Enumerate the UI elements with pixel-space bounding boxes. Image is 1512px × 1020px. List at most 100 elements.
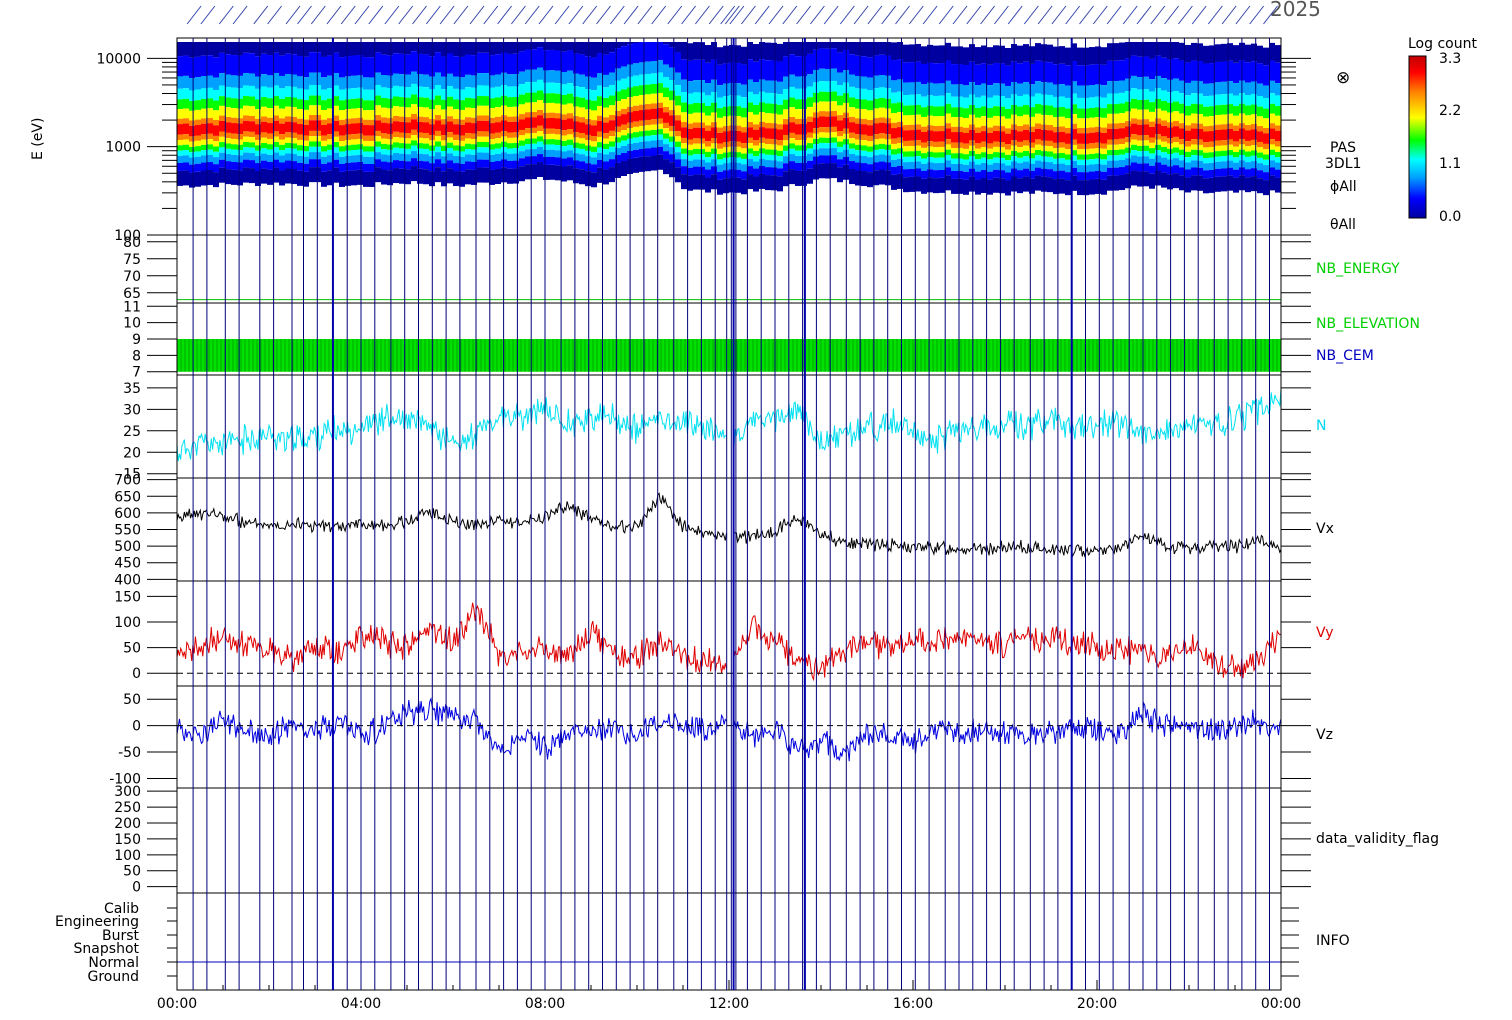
spectrogram-cell (357, 108, 363, 118)
spectrogram-cell (303, 171, 309, 187)
spectrogram-cell (609, 114, 615, 121)
y-tick-label: 100 (114, 228, 141, 244)
label-nb-elevation: NB_ELEVATION (1316, 316, 1420, 332)
spectrogram-cell (183, 118, 189, 124)
spectrogram-cell (297, 42, 303, 57)
spectrogram-cell (345, 56, 351, 77)
spectrogram-cell (195, 89, 201, 101)
spectrogram-cell (1029, 63, 1035, 85)
spectrogram-cell (399, 42, 405, 54)
spectrogram-cell (831, 126, 837, 133)
spectrogram-cell (915, 161, 921, 169)
spectrogram-cell (603, 133, 609, 139)
spectrogram-cell (957, 96, 963, 108)
spectrogram-cell (1065, 172, 1071, 181)
spectrogram-cell (867, 90, 873, 101)
spectrogram-cell (915, 114, 921, 125)
spectrogram-cell (225, 86, 231, 98)
y-tick-label: 50 (123, 641, 141, 657)
event-marker-tick (667, 5, 683, 25)
spectrogram-cell (861, 171, 867, 187)
spectrogram-cell (921, 96, 927, 108)
spectrogram-cell (573, 137, 579, 143)
spectrogram-cell (633, 105, 639, 112)
spectrogram-cell (1137, 145, 1143, 152)
spectrogram-cell (819, 111, 825, 117)
spectrogram-cell (1113, 139, 1119, 145)
spectrogram-cell (1143, 171, 1149, 187)
spectrogram-cell (981, 106, 987, 117)
spectrogram-cell (579, 148, 585, 155)
spectrogram-cell (1173, 173, 1179, 189)
spectrogram-cell (993, 141, 999, 147)
spectrogram-cell (933, 163, 939, 171)
spectrogram-cell (585, 88, 591, 100)
spectrogram-cell (1047, 177, 1053, 193)
event-marker-tick (720, 5, 736, 25)
spectrogram-cell (1203, 152, 1209, 158)
event-marker-tick (867, 5, 883, 25)
spectrogram-cell (387, 75, 393, 89)
spectrogram-cell (423, 42, 429, 55)
spectrogram-cell (1233, 130, 1239, 142)
spectrogram-cell (345, 145, 351, 151)
spectrogram-cell (423, 74, 429, 88)
spectrogram-cell (465, 117, 471, 123)
spectrogram-cell (1119, 128, 1125, 139)
spectrogram-cell (1215, 176, 1221, 192)
spectrogram-cell (309, 159, 315, 168)
spectrogram-cell (399, 168, 405, 184)
spectrogram-cell (585, 134, 591, 141)
spectrogram-cell (717, 97, 723, 109)
spectrogram-cell (1131, 150, 1137, 156)
spectrogram-cell (1251, 155, 1257, 162)
event-marker-tick (453, 5, 469, 25)
spectrogram-cell (201, 134, 207, 140)
spectrogram-cell (837, 85, 843, 96)
spectrogram-cell (825, 48, 831, 69)
spectrogram-cell (1107, 60, 1113, 82)
spectrogram-cell (309, 95, 315, 106)
spectrogram-cell (675, 95, 681, 106)
spectrogram-cell (519, 145, 525, 152)
spectrogram-cell (219, 131, 225, 137)
spectrogram-cell (1275, 146, 1281, 152)
y-tick-label: -100 (109, 771, 141, 787)
spectrogram-cell (357, 117, 363, 124)
spectrogram-cell (525, 117, 531, 129)
event-marker-tick (741, 5, 756, 25)
spectrogram-cell (345, 124, 351, 135)
spectrogram-cell (909, 145, 915, 152)
spectrogram-cell (735, 152, 741, 158)
spectrogram-cell (273, 141, 279, 148)
spectrogram-cell (663, 133, 669, 139)
spectrogram-cell (1131, 123, 1137, 135)
spectrogram-cell (177, 170, 183, 186)
spectrogram-cell (1125, 111, 1131, 122)
spectrogram-cell (1263, 165, 1269, 173)
spectrogram-cell (459, 42, 465, 57)
spectrogram-cell (1167, 102, 1173, 113)
spectrogram-cell (969, 82, 975, 95)
y-tick-label: 11 (123, 299, 141, 315)
colorbar-tick: 1.1 (1439, 156, 1461, 172)
spectrogram-cell (645, 119, 651, 126)
spectrogram-cell (297, 170, 303, 186)
spectrogram-cell (453, 42, 459, 57)
spectrogram-cell (777, 156, 783, 162)
spectrogram-cell (633, 63, 639, 76)
spectrogram-cell (1035, 144, 1041, 150)
spectrogram-cell (993, 125, 999, 131)
spectrogram-cell (681, 148, 687, 154)
spectrogram-cell (561, 104, 567, 115)
spectrogram-cell (717, 179, 723, 195)
spectrogram-cell (1047, 105, 1053, 116)
spectrogram-cell (1107, 123, 1113, 129)
spectrogram-cell (723, 163, 729, 171)
spectrogram-cell (861, 124, 867, 135)
spectrogram-cell (321, 146, 327, 152)
spectrogram-cell (453, 88, 459, 100)
spectrogram-cell (993, 106, 999, 116)
spectrogram-cell (549, 102, 555, 113)
spectrogram-cell (291, 54, 297, 75)
